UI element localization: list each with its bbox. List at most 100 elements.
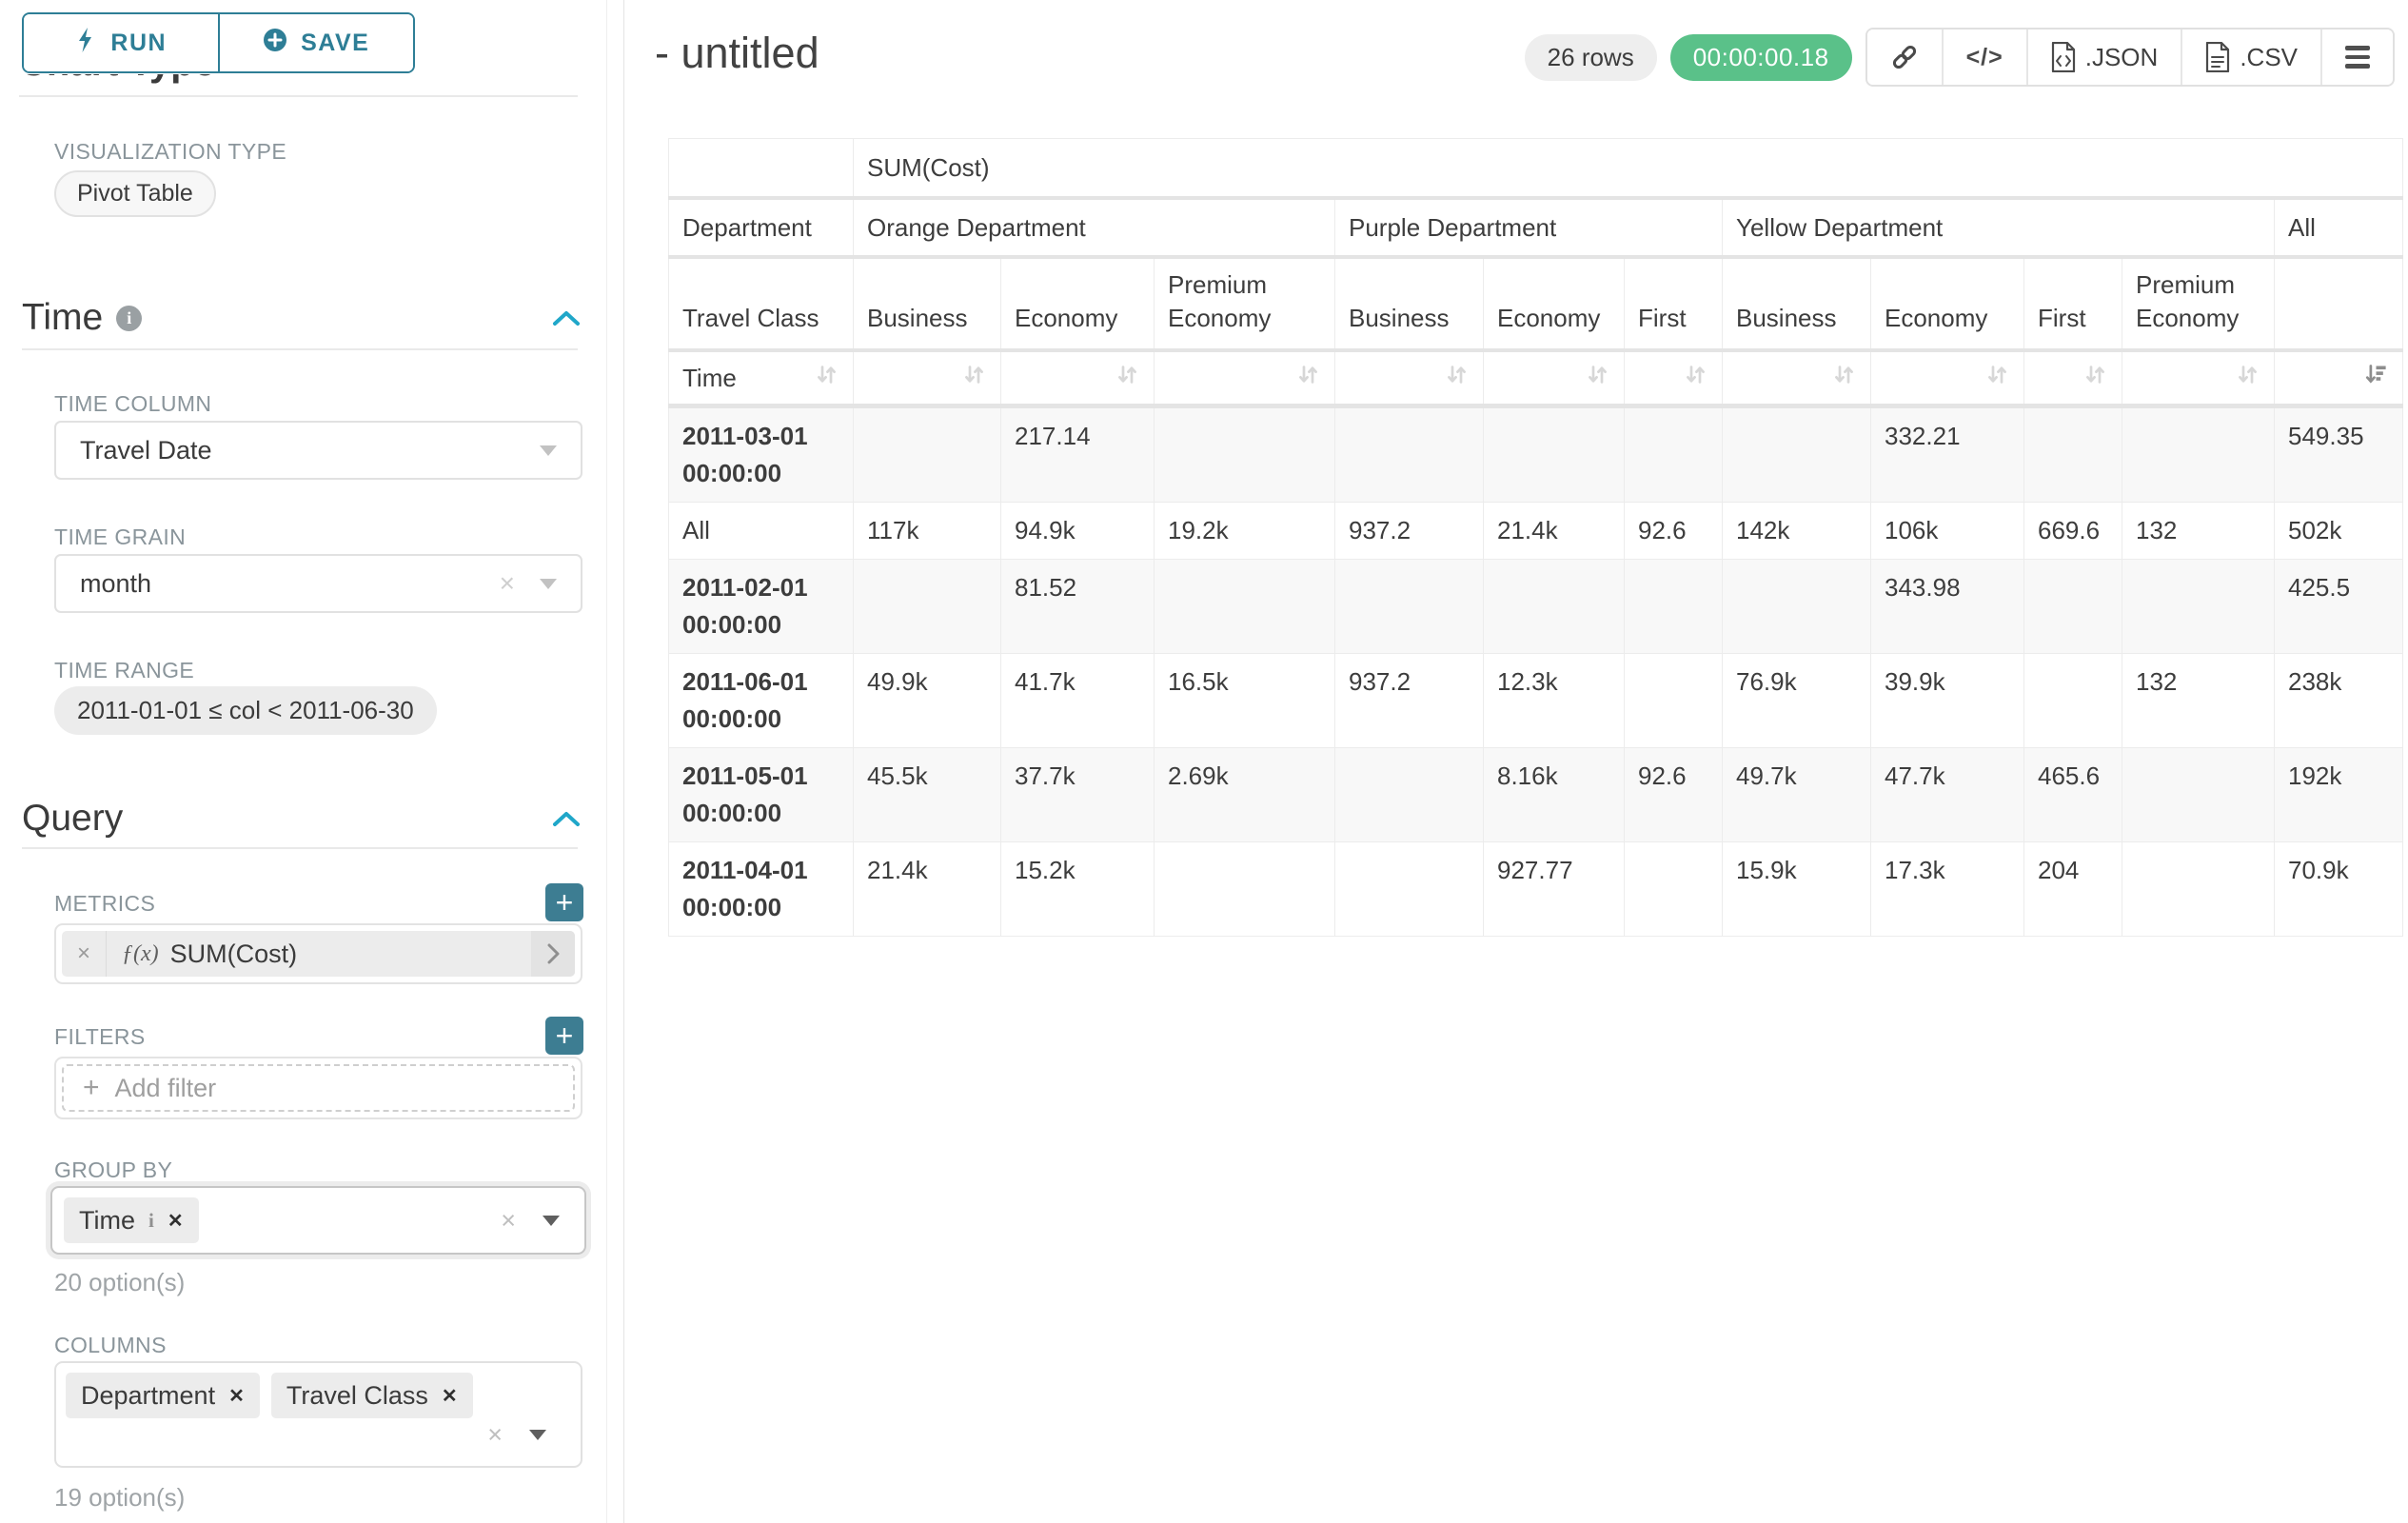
time-grain-select[interactable]: month × (54, 554, 582, 613)
pivot-cell (1334, 747, 1484, 843)
time-range-pill[interactable]: 2011-01-01 ≤ col < 2011-06-30 (54, 686, 437, 735)
add-filter-plus-button[interactable]: + (545, 1017, 583, 1055)
caret-down-icon (543, 1215, 560, 1226)
sort-icon[interactable] (814, 362, 839, 394)
chart-title[interactable]: - untitled (655, 29, 819, 77)
sort-icon[interactable] (2082, 362, 2108, 394)
metrics-label: METRICS (54, 891, 156, 916)
chevron-up-icon[interactable] (552, 309, 581, 332)
time-section-header[interactable]: Time i (22, 297, 143, 339)
clear-icon[interactable]: × (487, 1420, 503, 1449)
pivot-cell (2122, 747, 2275, 843)
pivot-cell: 70.9k (2273, 841, 2404, 938)
pivot-cell: 8.16k (1483, 747, 1625, 843)
pivot-cell: 92.6 (1624, 747, 1723, 843)
pivot-col-header: Economy (1483, 256, 1625, 353)
export-csv-button[interactable]: .CSV (2181, 30, 2320, 85)
group-by-select[interactable]: Time i ✕ × (50, 1186, 586, 1255)
scrollbar-track[interactable] (606, 0, 607, 1523)
pivot-metric-header: SUM(Cost) (852, 138, 2404, 200)
add-filter-button[interactable]: + Add filter (62, 1064, 575, 1112)
pivot-cell (1624, 841, 1723, 938)
metric-pill[interactable]: × ƒ(x) SUM(Cost) (62, 931, 575, 977)
json-label: .JSON (2084, 42, 2159, 71)
query-section-header[interactable]: Query (22, 798, 123, 840)
pivot-cell: 465.6 (2023, 747, 2122, 843)
pivot-cell (1624, 653, 1723, 749)
export-json-button[interactable]: .JSON (2025, 30, 2181, 85)
remove-tag-icon[interactable]: ✕ (441, 1385, 458, 1407)
remove-metric-icon[interactable]: × (62, 931, 107, 977)
pivot-cell: 76.9k (1722, 653, 1871, 749)
filters-label: FILTERS (54, 1024, 146, 1049)
pivot-col-header (2273, 256, 2404, 353)
sort-desc-icon[interactable] (2363, 362, 2389, 394)
share-link-button[interactable] (1866, 30, 1942, 85)
pivot-col-header: Premium Economy (1154, 256, 1335, 353)
sort-icon[interactable] (1115, 362, 1140, 394)
code-icon: </> (1965, 43, 2003, 70)
columns-tag-label: Travel Class (286, 1380, 428, 1410)
pivot-cell (1334, 841, 1484, 938)
pivot-cell: 106k (1870, 502, 2024, 561)
sort-icon[interactable] (1585, 362, 1610, 394)
remove-tag-icon[interactable]: ✕ (167, 1210, 184, 1232)
time-column-select[interactable]: Travel Date (54, 421, 582, 480)
info-icon[interactable]: i (148, 1208, 154, 1232)
csv-label: .CSV (2240, 42, 2298, 71)
pivot-cell: 549.35 (2273, 405, 2404, 504)
pivot-cell (1154, 405, 1335, 504)
pivot-table-container: SUM(Cost) Department Orange Department Purp… (668, 138, 2404, 938)
pivot-cell (2023, 405, 2122, 504)
result-toolbar: 26 rows 00:00:00.18 </> .JSON .CSV (1524, 28, 2395, 87)
pivot-cell (1334, 559, 1484, 655)
time-range-label: TIME RANGE (54, 658, 195, 682)
pivot-cell (1722, 559, 1871, 655)
pivot-cell (853, 405, 1001, 504)
pivot-row-dim2-header: Travel Class (668, 256, 854, 353)
pivot-sort-cell (1154, 349, 1335, 409)
query-section-title: Query (22, 798, 124, 839)
embed-code-button[interactable]: </> (1941, 30, 2026, 85)
columns-tag: Travel Class ✕ (270, 1373, 473, 1418)
pivot-col-header: Business (853, 256, 1001, 353)
pivot-cell: 94.9k (1000, 502, 1155, 561)
more-menu-button[interactable] (2320, 30, 2393, 85)
sort-icon[interactable] (1444, 362, 1470, 394)
add-metric-button[interactable]: + (545, 883, 583, 921)
pivot-cell: 17.3k (1870, 841, 2024, 938)
sort-icon[interactable] (1295, 362, 1321, 394)
plus-icon: + (83, 1072, 100, 1103)
pivot-group-header: Purple Department (1334, 197, 1723, 259)
sort-icon[interactable] (961, 362, 987, 394)
sort-icon[interactable] (2235, 362, 2260, 394)
pivot-cell: 12.3k (1483, 653, 1625, 749)
save-button[interactable]: SAVE (217, 14, 413, 71)
pivot-col-header: Premium Economy (2122, 256, 2275, 353)
chevron-right-icon[interactable] (531, 931, 575, 977)
pivot-cell: 37.7k (1000, 747, 1155, 843)
pivot-group-header: Orange Department (853, 197, 1335, 259)
pivot-sort-cell (2273, 349, 2404, 409)
sort-icon[interactable] (1831, 362, 1857, 394)
sort-icon[interactable] (1683, 362, 1708, 394)
pivot-cell: 217.14 (1000, 405, 1155, 504)
row-count-badge: 26 rows (1524, 33, 1657, 81)
clear-icon[interactable]: × (499, 568, 515, 598)
pivot-col-header: First (1624, 256, 1723, 353)
sticky-action-bar: RUN SAVE (0, 0, 606, 74)
clear-icon[interactable]: × (501, 1205, 516, 1235)
chevron-up-icon[interactable] (552, 810, 581, 833)
menu-icon (2345, 46, 2370, 69)
pivot-col-header: Economy (1000, 256, 1155, 353)
viz-type-pill[interactable]: Pivot Table (54, 170, 216, 217)
group-by-tag-label: Time (79, 1205, 135, 1235)
columns-select[interactable]: Department ✕ Travel Class ✕ × (54, 1361, 582, 1468)
pivot-cell (1722, 405, 1871, 504)
sort-icon[interactable] (1984, 362, 2010, 394)
run-button[interactable]: RUN (24, 14, 218, 71)
pivot-sort-cell (2023, 349, 2122, 409)
divider (22, 847, 578, 849)
pivot-cell: 41.7k (1000, 653, 1155, 749)
remove-tag-icon[interactable]: ✕ (228, 1385, 245, 1407)
